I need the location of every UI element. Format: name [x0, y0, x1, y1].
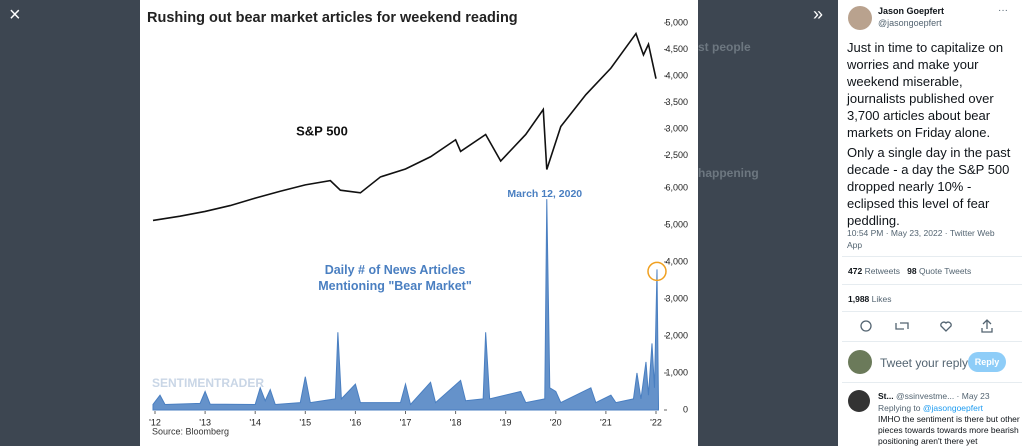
reply-input[interactable]: Tweet your reply [880, 356, 969, 370]
y-tick-label: 5,000 [665, 17, 688, 27]
series-label-box: Daily # of News Articles Mentioning "Bea… [318, 263, 472, 293]
author-handle[interactable]: @jasongoepfert [878, 18, 942, 28]
retweet-icon[interactable] [895, 322, 909, 330]
x-tick-label: '14 [249, 417, 261, 427]
replying-handle[interactable]: @jasongoepfert [922, 403, 984, 413]
like-label: Likes [871, 294, 892, 304]
expand-button[interactable]: » [813, 4, 824, 24]
author-name[interactable]: Jason Goepfert [878, 6, 945, 16]
like-count: 1,988 [848, 294, 870, 304]
chart-title: Rushing out bear market articles for wee… [147, 10, 518, 26]
reply-button[interactable]: Reply [968, 352, 1006, 372]
articles-area [152, 199, 659, 411]
reply-meta: @ssinvestme... · May 23 [895, 391, 990, 401]
x-tick-label: '18 [450, 417, 462, 427]
timestamp: 10:54 PM · May 23, 2022 · Twitter Web Ap… [847, 228, 995, 250]
y-tick-label: 2,500 [665, 150, 688, 160]
x-tick-label: '17 [400, 417, 412, 427]
retweet-label: Retweets [864, 266, 900, 276]
reply-text: IMHO the sentiment is there but other pi… [878, 414, 1020, 446]
tweet-panel: Jason Goepfert @jasongoepfert ··· Just i… [838, 0, 1024, 446]
x-tick-label: '13 [199, 417, 211, 427]
retweet-count: 472 [848, 266, 863, 276]
annotation: March 12, 2020 [507, 188, 582, 200]
like-icon[interactable] [940, 321, 952, 332]
highlight-circle [647, 261, 667, 282]
background-text: happening [698, 166, 759, 180]
x-tick-label: '20 [550, 417, 562, 427]
y-tick-label: 4,000 [665, 70, 688, 80]
more-button[interactable]: ··· [998, 5, 1008, 16]
y-tick-label: 4,500 [665, 44, 688, 54]
reply-icon[interactable] [860, 320, 872, 332]
tweet-text: Only a single day in the past decade - a… [847, 145, 1011, 228]
y-tick-label: 3,500 [665, 97, 688, 107]
series-label: S&P 500 [296, 123, 348, 138]
y-tick-label: 6,000 [665, 182, 688, 192]
reply-author[interactable]: St... [878, 391, 894, 401]
share-icon[interactable] [981, 319, 993, 333]
x-tick-label: '15 [299, 417, 311, 427]
background-text: st people [698, 40, 751, 54]
replying-to: Replying to @jasongoepfert [878, 403, 983, 413]
reply-header: St... @ssinvestme... · May 23 [878, 391, 990, 401]
y-tick-label: 0 [683, 404, 688, 414]
y-tick-label: 3,000 [665, 124, 688, 134]
tweet-text: Just in time to capitalize on worries an… [847, 40, 1004, 140]
y-tick-label: 4,000 [665, 256, 688, 266]
x-tick-label: '22 [650, 417, 662, 427]
y-tick-label: 1,000 [665, 367, 688, 377]
watermark: SENTIMENTRADER [152, 376, 264, 390]
action-bar [860, 319, 993, 333]
likes[interactable]: 1,988 Likes [848, 294, 892, 304]
x-tick-label: '19 [500, 417, 512, 427]
x-tick-label: '16 [350, 417, 362, 427]
y-tick-label: 5,000 [665, 219, 688, 229]
stats[interactable]: 472 Retweets 98 Quote Tweets [848, 266, 971, 276]
reply-avatar[interactable] [848, 390, 870, 412]
y-tick-label: 2,000 [665, 330, 688, 340]
series-label: Daily # of News Articles Mentioning "Bea… [318, 263, 472, 293]
y-tick-label: 3,000 [665, 293, 688, 303]
quote-count: 98 [907, 266, 917, 276]
quote-label: Quote Tweets [918, 266, 972, 276]
sp500-line [152, 31, 657, 222]
x-tick-label: '12 [149, 417, 161, 427]
close-button[interactable]: × [9, 4, 21, 26]
x-tick-label: '21 [600, 417, 612, 427]
avatar[interactable] [848, 6, 872, 30]
chart-image: Rushing out bear market articles for wee… [140, 0, 698, 446]
replying-label: Replying to [878, 403, 921, 413]
my-avatar [848, 350, 872, 374]
chart-source: Source: Bloomberg [152, 426, 229, 436]
